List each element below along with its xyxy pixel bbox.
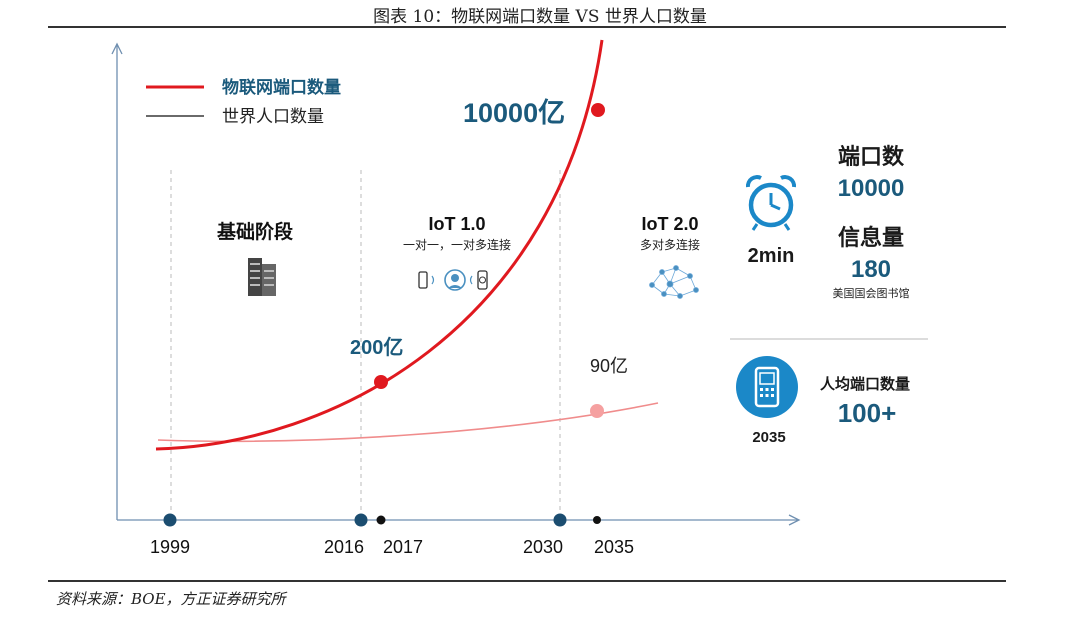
stage-title-iot1: IoT 1.0 bbox=[428, 214, 485, 234]
info-note: 美国国会图书馆 bbox=[833, 286, 910, 300]
iot-point-2035 bbox=[591, 103, 605, 117]
info-title: 信息量 bbox=[838, 225, 904, 250]
y-axis-arrow bbox=[111, 42, 123, 55]
iot-label-2035: 10000亿 bbox=[463, 98, 565, 128]
legend-label-iot: 物联网端口数量 bbox=[222, 77, 341, 97]
x-tick-marker-1999 bbox=[163, 513, 177, 527]
info-value: 180 bbox=[851, 256, 891, 283]
stage-title-iot2: IoT 2.0 bbox=[641, 214, 698, 234]
per-capita-value: 100+ bbox=[838, 398, 897, 428]
iot-series-line bbox=[155, 39, 604, 451]
x-tick-label-2030: 2030 bbox=[523, 537, 563, 557]
x-tick-label-2035: 2035 bbox=[594, 537, 634, 557]
x-tick-marker-2016 bbox=[354, 513, 368, 527]
ports-title: 端口数 bbox=[838, 144, 905, 169]
ports-value: 10000 bbox=[838, 175, 905, 202]
stage-subtitle-iot2: 多对多连接 bbox=[640, 237, 700, 252]
population-point-2035 bbox=[590, 404, 604, 418]
bottom-rule bbox=[48, 580, 1006, 582]
legend-label-population: 世界人口数量 bbox=[222, 107, 324, 127]
population-series-line bbox=[157, 402, 659, 443]
x-tick-label-2016: 2016 bbox=[324, 537, 364, 557]
x-tick-label-2017: 2017 bbox=[383, 537, 423, 557]
stage-subtitle-iot1: 一对一，一对多连接 bbox=[403, 237, 511, 252]
iot-label-2017: 200亿 bbox=[350, 335, 403, 359]
server-icon bbox=[248, 258, 276, 296]
network-mesh-icon bbox=[649, 265, 699, 299]
device-connection-icon bbox=[418, 269, 488, 291]
x-tick-marker-2030 bbox=[553, 513, 567, 527]
x-tick-marker-2017 bbox=[376, 515, 386, 525]
top-rule bbox=[48, 26, 1006, 28]
alarm-clock-icon bbox=[745, 175, 797, 231]
year-label-2035: 2035 bbox=[752, 429, 785, 446]
source-note: 资料来源：BOE，方正证券研究所 bbox=[56, 590, 286, 608]
stage-title-basic: 基础阶段 bbox=[216, 220, 294, 243]
iot-point-2017 bbox=[374, 375, 388, 389]
figure-title: 图表 10：物联网端口数量 VS 世界人口数量 bbox=[373, 7, 707, 27]
clock-label: 2min bbox=[748, 245, 795, 267]
population-label-2035: 90亿 bbox=[590, 356, 628, 376]
x-tick-marker-2035 bbox=[593, 516, 601, 524]
x-tick-label-1999: 1999 bbox=[150, 537, 190, 557]
mobile-phone-icon bbox=[736, 356, 798, 418]
x-axis-arrow bbox=[788, 514, 801, 526]
per-capita-title: 人均端口数量 bbox=[820, 375, 910, 393]
